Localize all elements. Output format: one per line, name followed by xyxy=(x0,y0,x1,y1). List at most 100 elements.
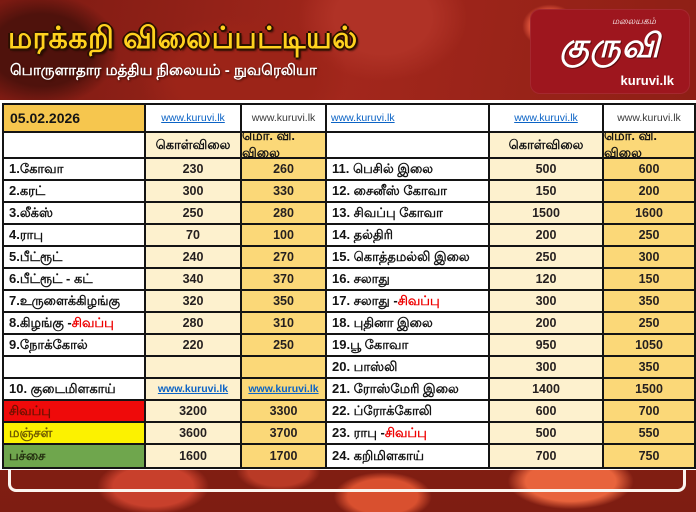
kuruvi-link[interactable]: www.kuruvi.lk xyxy=(514,112,578,124)
item-name: 11. பெசில் இலை xyxy=(332,160,434,176)
item-name-cell: 17. சலாது - சிவப்பு xyxy=(327,291,490,313)
item-name-red-word: சிவப்பு xyxy=(384,424,427,440)
buy-price-cell: 3200 xyxy=(146,401,242,423)
item-name-cell: 11. பெசில் இலை xyxy=(327,159,490,181)
item-name: 10. குடைமிளகாய் xyxy=(9,380,116,396)
retail-price-cell: 3700 xyxy=(242,423,327,445)
item-name: 13. சிவப்பு கோவா xyxy=(332,204,443,220)
kuruvi-link[interactable]: www.kuruvi.lk xyxy=(157,383,229,395)
link-cell: www.kuruvi.lk xyxy=(604,105,694,133)
item-name-cell: 24. கறிமிளகாய் xyxy=(327,445,490,467)
item-name-cell: 6.பீட்ரூட் - கட் xyxy=(4,269,146,291)
retail-price-cell: 350 xyxy=(604,357,694,379)
buy-price-cell: 300 xyxy=(490,291,604,313)
kuruvi-link[interactable]: www.kuruvi.lk xyxy=(331,112,395,124)
retail-price-cell: 700 xyxy=(604,401,694,423)
item-name-cell: 16. சலாது xyxy=(327,269,490,291)
item-name-cell: 21. ரோஸ்மேரி இலை xyxy=(327,379,490,401)
page-subtitle: பொருளாதார மத்திய நிலையம் - நுவரெலியா xyxy=(10,62,317,79)
item-name: 23. ராபு - xyxy=(332,424,385,440)
item-name-red-word: சிவப்பு xyxy=(71,314,114,330)
item-name: 5.பீட்ரூட் xyxy=(9,248,63,264)
retail-price-cell: 250 xyxy=(604,225,694,247)
item-name-cell xyxy=(4,357,146,379)
retail-price-cell: 310 xyxy=(242,313,327,335)
item-name-cell: 10. குடைமிளகாய் xyxy=(4,379,146,401)
item-name-cell: 22. ப்ரோக்கோலி xyxy=(327,401,490,423)
buy-price-cell: 1400 xyxy=(490,379,604,401)
buy-price-cell: 250 xyxy=(146,203,242,225)
logo-site-label: kuruvi.lk xyxy=(620,73,674,88)
buy-price-cell: 150 xyxy=(490,181,604,203)
retail-price-cell: 1600 xyxy=(604,203,694,225)
retail-price-cell xyxy=(242,357,327,379)
link-cell: www.kuruvi.lk xyxy=(327,105,490,133)
item-name-cell: 19.பூ கோவா xyxy=(327,335,490,357)
item-name: 7.உருளைக்கிழங்கு xyxy=(9,292,121,308)
retail-price-cell: 1700 xyxy=(242,445,327,467)
retail-price-cell: 3300 xyxy=(242,401,327,423)
item-name: 21. ரோஸ்மேரி இலை xyxy=(332,380,459,396)
retail-price-cell: 750 xyxy=(604,445,694,467)
retail-price-cell: 330 xyxy=(242,181,327,203)
item-name-cell: 12. சைனீஸ் கோவா xyxy=(327,181,490,203)
retail-price-cell: 250 xyxy=(604,313,694,335)
kuruvi-logo: மலையகம் குருவி kuruvi.lk xyxy=(530,9,690,94)
retail-price-cell: 250 xyxy=(242,335,327,357)
item-name: 12. சைனீஸ் கோவா xyxy=(332,182,447,198)
item-name: 9.நோக்கோல் xyxy=(9,336,88,352)
kuruvi-link[interactable]: www.kuruvi.lk xyxy=(161,112,225,124)
buy-price-cell: 120 xyxy=(490,269,604,291)
item-name: 17. சலாது - xyxy=(332,292,398,308)
item-name-cell: சிவப்பு xyxy=(4,401,146,423)
item-name: 2.கரட் xyxy=(9,182,46,198)
buy-price-cell: www.kuruvi.lk xyxy=(146,379,242,401)
item-name: 18. புதினா இலை xyxy=(332,314,433,330)
item-name-cell: 20. பாஸ்லி xyxy=(327,357,490,379)
item-name: மஞ்சள் xyxy=(9,424,53,440)
buy-price-cell: 950 xyxy=(490,335,604,357)
logo-tagline: மலையகம் xyxy=(612,16,656,26)
item-name-cell: 5.பீட்ரூட் xyxy=(4,247,146,269)
retail-price-cell: 280 xyxy=(242,203,327,225)
item-name: பச்சை xyxy=(9,447,46,463)
link-cell: www.kuruvi.lk xyxy=(242,105,327,133)
retail-price-cell: 260 xyxy=(242,159,327,181)
column-header-buy: கொள்விலை xyxy=(146,133,242,159)
item-name-cell: 15. கொத்தமல்லி இலை xyxy=(327,247,490,269)
item-name: 1.கோவா xyxy=(9,160,64,176)
item-name: 14. தல்திரி xyxy=(332,226,393,242)
retail-price-cell: 600 xyxy=(604,159,694,181)
buy-price-cell: 3600 xyxy=(146,423,242,445)
item-name-cell: 4.ராபு xyxy=(4,225,146,247)
price-table-area: 05.02.2026 www.kuruvi.lk www.kuruvi.lk w… xyxy=(0,100,696,470)
item-name-cell: 7.உருளைக்கிழங்கு xyxy=(4,291,146,313)
buy-price-cell: 280 xyxy=(146,313,242,335)
link-cell: www.kuruvi.lk xyxy=(490,105,604,133)
kuruvi-link-plain: www.kuruvi.lk xyxy=(251,112,316,124)
buy-price-cell: 70 xyxy=(146,225,242,247)
item-name: 22. ப்ரோக்கோலி xyxy=(332,402,432,418)
buy-price-cell: 300 xyxy=(146,181,242,203)
item-name-cell: பச்சை xyxy=(4,445,146,467)
retail-price-cell: 350 xyxy=(604,291,694,313)
buy-price-cell: 240 xyxy=(146,247,242,269)
item-name: 19.பூ கோவா xyxy=(332,336,409,352)
item-name-cell: 9.நோக்கோல் xyxy=(4,335,146,357)
item-name: 6.பீட்ரூட் - கட் xyxy=(9,270,93,286)
price-table: 05.02.2026 www.kuruvi.lk www.kuruvi.lk w… xyxy=(2,103,696,469)
buy-price-cell: 220 xyxy=(146,335,242,357)
retail-price-cell: www.kuruvi.lk xyxy=(242,379,327,401)
item-name: 8.கிழங்கு - xyxy=(9,314,72,330)
banner: மரக்கறி விலைப்பட்டியல் பொருளாதார மத்திய … xyxy=(0,0,696,100)
column-header-retail: மொ. வி. விலை xyxy=(242,133,327,159)
page-title: மரக்கறி விலைப்பட்டியல் xyxy=(8,22,358,55)
item-name-red-word: சிவப்பு xyxy=(397,292,440,308)
retail-price-cell: 1050 xyxy=(604,335,694,357)
buy-price-cell: 230 xyxy=(146,159,242,181)
blank-cell xyxy=(4,133,146,159)
retail-price-cell: 550 xyxy=(604,423,694,445)
kuruvi-link[interactable]: www.kuruvi.lk xyxy=(248,383,319,395)
retail-price-cell: 1500 xyxy=(604,379,694,401)
item-name-cell: 23. ராபு - சிவப்பு xyxy=(327,423,490,445)
